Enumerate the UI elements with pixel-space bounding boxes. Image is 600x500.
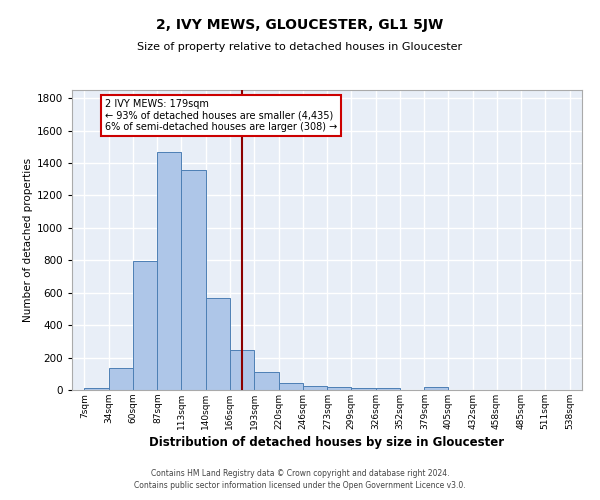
Bar: [181, 170, 206, 390]
Bar: [85, 388, 109, 390]
Bar: [157, 152, 181, 390]
Bar: [351, 388, 376, 390]
Bar: [303, 386, 328, 390]
Bar: [279, 383, 303, 390]
Text: 2 IVY MEWS: 179sqm
← 93% of detached houses are smaller (4,435)
6% of semi-detac: 2 IVY MEWS: 179sqm ← 93% of detached hou…: [105, 99, 337, 132]
Text: Contains public sector information licensed under the Open Government Licence v3: Contains public sector information licen…: [134, 481, 466, 490]
Bar: [133, 261, 157, 390]
Text: Size of property relative to detached houses in Gloucester: Size of property relative to detached ho…: [137, 42, 463, 52]
Text: 2, IVY MEWS, GLOUCESTER, GL1 5JW: 2, IVY MEWS, GLOUCESTER, GL1 5JW: [157, 18, 443, 32]
Y-axis label: Number of detached properties: Number of detached properties: [23, 158, 32, 322]
Bar: [424, 387, 448, 390]
Text: Contains HM Land Registry data © Crown copyright and database right 2024.: Contains HM Land Registry data © Crown c…: [151, 468, 449, 477]
Bar: [254, 372, 279, 390]
Bar: [109, 368, 133, 390]
X-axis label: Distribution of detached houses by size in Gloucester: Distribution of detached houses by size …: [149, 436, 505, 449]
Bar: [230, 350, 254, 390]
Bar: [206, 298, 230, 390]
Bar: [376, 388, 400, 390]
Bar: [328, 387, 351, 390]
